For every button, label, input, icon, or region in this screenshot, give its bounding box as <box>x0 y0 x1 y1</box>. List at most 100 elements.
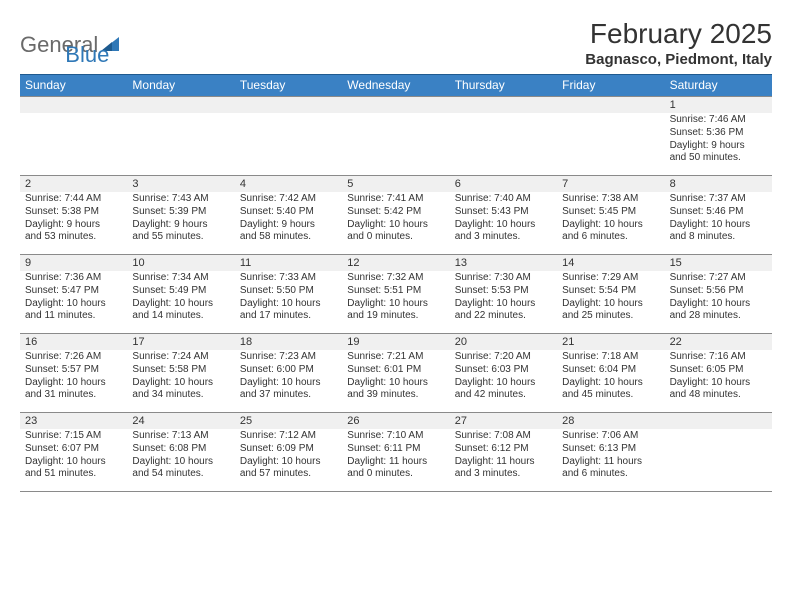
day-line: Sunrise: 7:36 AM <box>25 272 122 285</box>
day-line: and 39 minutes. <box>347 389 444 402</box>
day-number: 16 <box>20 334 127 350</box>
day-line: Daylight: 9 hours <box>25 219 122 232</box>
day-line: and 58 minutes. <box>240 231 337 244</box>
day-line: Sunrise: 7:06 AM <box>562 430 659 443</box>
day-line: and 37 minutes. <box>240 389 337 402</box>
day-content-row: Sunrise: 7:26 AMSunset: 5:57 PMDaylight:… <box>20 350 772 412</box>
day-line: Daylight: 10 hours <box>562 377 659 390</box>
day-number: 9 <box>20 255 127 271</box>
day-line: Sunrise: 7:23 AM <box>240 351 337 364</box>
day-number: 7 <box>557 176 664 192</box>
day-line: Sunset: 5:36 PM <box>670 127 767 140</box>
day-line: Sunrise: 7:44 AM <box>25 193 122 206</box>
day-number <box>235 97 342 113</box>
day-line: Daylight: 10 hours <box>562 298 659 311</box>
day-line: Sunset: 6:03 PM <box>455 364 552 377</box>
day-number: 12 <box>342 255 449 271</box>
day-content-row: Sunrise: 7:15 AMSunset: 6:07 PMDaylight:… <box>20 429 772 492</box>
day-line: Sunset: 5:40 PM <box>240 206 337 219</box>
day-cell: Sunrise: 7:20 AMSunset: 6:03 PMDaylight:… <box>450 350 557 412</box>
day-content-row: Sunrise: 7:46 AMSunset: 5:36 PMDaylight:… <box>20 113 772 175</box>
day-line: Sunset: 5:57 PM <box>25 364 122 377</box>
day-number: 4 <box>235 176 342 192</box>
day-line: Sunrise: 7:26 AM <box>25 351 122 364</box>
day-cell: Sunrise: 7:18 AMSunset: 6:04 PMDaylight:… <box>557 350 664 412</box>
day-line: Daylight: 10 hours <box>132 298 229 311</box>
day-line: Sunrise: 7:16 AM <box>670 351 767 364</box>
day-number-row: 232425262728 <box>20 412 772 429</box>
day-line: Daylight: 10 hours <box>455 298 552 311</box>
day-line: Daylight: 10 hours <box>347 298 444 311</box>
day-number: 17 <box>127 334 234 350</box>
day-line: Sunset: 5:46 PM <box>670 206 767 219</box>
day-line: Sunset: 5:43 PM <box>455 206 552 219</box>
day-number: 2 <box>20 176 127 192</box>
day-cell: Sunrise: 7:33 AMSunset: 5:50 PMDaylight:… <box>235 271 342 333</box>
day-line: and 6 minutes. <box>562 468 659 481</box>
day-number: 3 <box>127 176 234 192</box>
day-cell: Sunrise: 7:12 AMSunset: 6:09 PMDaylight:… <box>235 429 342 491</box>
day-cell: Sunrise: 7:26 AMSunset: 5:57 PMDaylight:… <box>20 350 127 412</box>
day-line: and 25 minutes. <box>562 310 659 323</box>
day-line: Daylight: 11 hours <box>347 456 444 469</box>
day-line: Daylight: 10 hours <box>132 456 229 469</box>
day-line: Sunset: 5:42 PM <box>347 206 444 219</box>
day-cell <box>450 113 557 175</box>
day-line: Daylight: 10 hours <box>25 377 122 390</box>
day-number-row: 1 <box>20 96 772 113</box>
day-cell: Sunrise: 7:42 AMSunset: 5:40 PMDaylight:… <box>235 192 342 254</box>
day-cell: Sunrise: 7:40 AMSunset: 5:43 PMDaylight:… <box>450 192 557 254</box>
day-line: Daylight: 9 hours <box>670 140 767 153</box>
day-line: Sunset: 5:54 PM <box>562 285 659 298</box>
day-line: Sunrise: 7:37 AM <box>670 193 767 206</box>
day-line: Sunrise: 7:12 AM <box>240 430 337 443</box>
day-cell: Sunrise: 7:15 AMSunset: 6:07 PMDaylight:… <box>20 429 127 491</box>
day-number: 21 <box>557 334 664 350</box>
day-number <box>127 97 234 113</box>
day-number: 18 <box>235 334 342 350</box>
day-line: and 19 minutes. <box>347 310 444 323</box>
day-number: 28 <box>557 413 664 429</box>
day-line: Sunrise: 7:34 AM <box>132 272 229 285</box>
day-line: Sunrise: 7:43 AM <box>132 193 229 206</box>
day-line: Sunset: 5:56 PM <box>670 285 767 298</box>
day-number: 27 <box>450 413 557 429</box>
day-line: and 55 minutes. <box>132 231 229 244</box>
day-line: and 54 minutes. <box>132 468 229 481</box>
day-line: Sunrise: 7:08 AM <box>455 430 552 443</box>
day-number <box>342 97 449 113</box>
day-cell: Sunrise: 7:36 AMSunset: 5:47 PMDaylight:… <box>20 271 127 333</box>
day-line: and 3 minutes. <box>455 468 552 481</box>
day-cell <box>235 113 342 175</box>
day-line: and 42 minutes. <box>455 389 552 402</box>
day-line: Sunset: 6:08 PM <box>132 443 229 456</box>
day-line: Sunrise: 7:46 AM <box>670 114 767 127</box>
day-cell: Sunrise: 7:24 AMSunset: 5:58 PMDaylight:… <box>127 350 234 412</box>
day-line: Sunrise: 7:24 AM <box>132 351 229 364</box>
day-line: and 31 minutes. <box>25 389 122 402</box>
day-number: 10 <box>127 255 234 271</box>
day-line: and 45 minutes. <box>562 389 659 402</box>
day-line: Sunrise: 7:21 AM <box>347 351 444 364</box>
day-line: and 0 minutes. <box>347 468 444 481</box>
weekday-header: Wednesday <box>342 75 449 96</box>
day-cell: Sunrise: 7:46 AMSunset: 5:36 PMDaylight:… <box>665 113 772 175</box>
day-number-row: 9101112131415 <box>20 254 772 271</box>
day-line: Sunset: 6:01 PM <box>347 364 444 377</box>
day-line: Sunset: 5:58 PM <box>132 364 229 377</box>
day-line: and 28 minutes. <box>670 310 767 323</box>
day-number: 1 <box>665 97 772 113</box>
day-number: 15 <box>665 255 772 271</box>
page-title: February 2025 <box>585 18 772 50</box>
day-line: and 17 minutes. <box>240 310 337 323</box>
day-line: and 6 minutes. <box>562 231 659 244</box>
day-line: Sunrise: 7:40 AM <box>455 193 552 206</box>
day-line: and 11 minutes. <box>25 310 122 323</box>
day-number: 24 <box>127 413 234 429</box>
day-line: Sunrise: 7:18 AM <box>562 351 659 364</box>
day-cell: Sunrise: 7:29 AMSunset: 5:54 PMDaylight:… <box>557 271 664 333</box>
day-line: Sunset: 6:13 PM <box>562 443 659 456</box>
day-line: and 3 minutes. <box>455 231 552 244</box>
day-line: Daylight: 10 hours <box>670 219 767 232</box>
day-line: Sunrise: 7:33 AM <box>240 272 337 285</box>
